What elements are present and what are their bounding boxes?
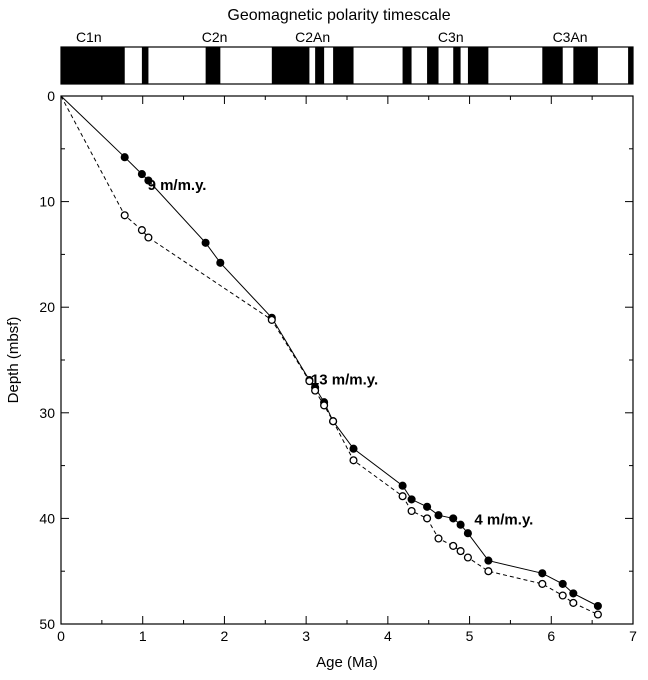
- normal-polarity-block: [467, 47, 489, 84]
- y-axis-label: Depth (mbsf): [5, 317, 22, 404]
- open-data-point: [407, 506, 416, 516]
- open-data-point: [484, 567, 493, 576]
- open-data-point: [267, 315, 276, 324]
- normal-polarity-block: [141, 47, 149, 84]
- series-points: [120, 153, 602, 619]
- open-data-point: [463, 553, 472, 562]
- y-tick-label: 50: [39, 616, 55, 632]
- open-data-point: [320, 401, 329, 410]
- plot-frame: [60, 95, 634, 625]
- filled-data-point: [434, 511, 443, 520]
- filled-data-point: [593, 601, 602, 611]
- chron-label: C3n: [438, 29, 464, 45]
- x-tick-label: 0: [57, 628, 65, 644]
- filled-data-point: [201, 238, 210, 247]
- open-data-point: [593, 610, 602, 619]
- x-tick-label: 4: [384, 628, 392, 644]
- series-line-solid: [60, 95, 599, 607]
- normal-polarity-block: [333, 47, 354, 84]
- normal-polarity-block: [205, 47, 221, 84]
- series-lines: [60, 95, 599, 615]
- filled-data-point: [456, 520, 465, 529]
- y-tick-label: 10: [39, 194, 55, 210]
- x-axis-label: Age (Ma): [316, 654, 378, 671]
- filled-data-point: [137, 170, 146, 179]
- normal-polarity-block: [271, 47, 310, 84]
- open-data-point: [456, 547, 465, 556]
- open-data-point: [311, 386, 320, 395]
- filled-data-point: [558, 579, 567, 588]
- open-data-point: [569, 598, 578, 607]
- open-data-point: [558, 591, 567, 600]
- filled-data-point: [216, 258, 225, 267]
- y-tick-label: 20: [39, 299, 55, 315]
- rate-annotation: 9 m/m.y.: [148, 177, 207, 194]
- filled-data-point: [349, 444, 358, 453]
- polarity-timescale: C1n C2n C2An C3n C3An: [60, 29, 634, 85]
- normal-polarity-block: [573, 47, 598, 84]
- chron-label: C2An: [295, 29, 330, 45]
- open-data-point: [144, 233, 153, 242]
- normal-polarity-block: [542, 47, 563, 84]
- x-tick-label: 3: [302, 628, 310, 644]
- x-tick-label: 5: [466, 628, 474, 644]
- x-tick-label: 6: [547, 628, 555, 644]
- normal-polarity-block: [628, 47, 633, 84]
- normal-polarity-block: [402, 47, 412, 84]
- timescale-title: Geomagnetic polarity timescale: [227, 7, 450, 24]
- normal-polarity-block: [453, 47, 461, 84]
- x-tick-label: 7: [629, 628, 637, 644]
- chron-label: C3An: [553, 29, 588, 45]
- rate-annotations: 9 m/m.y. 13 m/m.y. 4 m/m.y.: [148, 177, 534, 529]
- normal-polarity-block: [427, 47, 439, 84]
- axis-ticks: 0 1 2 3 4 5 6 7 0 10 20 30 40 50: [39, 88, 637, 644]
- filled-data-point: [398, 481, 407, 490]
- filled-data-point: [144, 176, 153, 185]
- y-tick-label: 30: [39, 405, 55, 421]
- rate-annotation: 4 m/m.y.: [474, 512, 533, 529]
- normal-polarity-block: [61, 47, 125, 84]
- filled-data-point: [120, 153, 129, 162]
- open-data-point: [120, 211, 129, 220]
- rate-annotation: 13 m/m.y.: [311, 371, 378, 388]
- filled-data-point: [569, 589, 578, 598]
- filled-data-point: [484, 556, 493, 565]
- open-data-point: [538, 579, 547, 588]
- filled-data-point: [423, 502, 432, 511]
- filled-data-point: [449, 514, 458, 523]
- x-tick-label: 1: [139, 628, 147, 644]
- series-line-dashed: [60, 95, 599, 615]
- filled-data-point: [407, 495, 416, 504]
- chron-label: C1n: [76, 29, 102, 45]
- normal-polarity-block: [315, 47, 325, 84]
- open-data-point: [305, 377, 314, 386]
- filled-data-point: [463, 529, 472, 538]
- filled-data-point: [538, 569, 547, 578]
- open-data-point: [398, 492, 407, 501]
- open-data-point: [137, 226, 146, 235]
- open-data-point: [434, 534, 443, 543]
- y-tick-label: 40: [39, 510, 55, 526]
- open-data-point: [449, 541, 458, 550]
- open-data-point: [349, 456, 358, 465]
- open-data-point: [329, 417, 338, 426]
- x-tick-label: 2: [221, 628, 229, 644]
- open-data-point: [423, 514, 432, 523]
- chron-label: C2n: [202, 29, 228, 45]
- y-tick-label: 0: [47, 88, 55, 104]
